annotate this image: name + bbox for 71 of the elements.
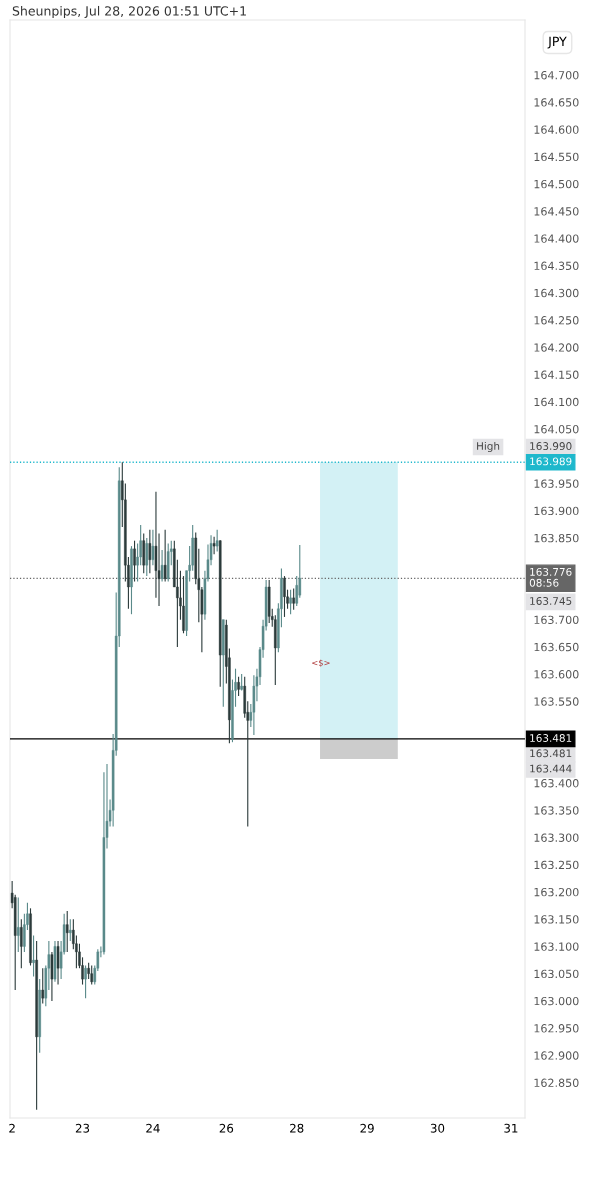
annotation: High xyxy=(477,441,500,453)
text: 163.444 xyxy=(530,764,572,773)
y-tick-label: 164.200 xyxy=(534,343,579,352)
x-tick-label: 28 xyxy=(290,1123,304,1133)
candlestick xyxy=(289,589,292,615)
y-tick-label: 164.400 xyxy=(534,234,579,243)
y-tick-label: 164.300 xyxy=(534,288,579,298)
candlestick xyxy=(182,575,185,634)
y-tick-label: 162.850 xyxy=(534,1078,579,1087)
x-tick-label: 29 xyxy=(360,1123,374,1133)
x-tick-label: 24 xyxy=(146,1123,160,1133)
text: 163.481 xyxy=(530,749,572,758)
ref-line-label: 163.481 xyxy=(530,734,572,742)
y-tick-label: 164.650 xyxy=(534,98,579,107)
y-tick-label: 163.350 xyxy=(534,806,579,815)
y-tick-label: 164.450 xyxy=(534,207,579,216)
y-tick-label: 164.100 xyxy=(534,397,579,407)
y-tick-label: 164.500 xyxy=(534,179,579,189)
x-tick-label: 23 xyxy=(75,1123,90,1133)
y-tick-label: 163.400 xyxy=(534,779,579,788)
text: 163.990 xyxy=(530,442,572,450)
y-tick-label: 162.900 xyxy=(534,1051,579,1060)
candlestick xyxy=(20,918,23,969)
y-tick-label: 162.950 xyxy=(534,1024,579,1033)
y-tick-label: 163.950 xyxy=(534,479,579,488)
y-tick-label: 163.150 xyxy=(534,915,579,924)
candlestick xyxy=(130,545,133,615)
y-tick-label: 164.250 xyxy=(534,316,579,325)
candlestick xyxy=(69,918,72,942)
candlestick xyxy=(84,964,87,999)
annotation: <$> xyxy=(312,659,330,667)
chart-title: Sheunpips, Jul 28, 2026 01:51 UTC+1 xyxy=(12,5,246,19)
y-tick-label: 163.850 xyxy=(534,533,579,543)
y-tick-label: 164.600 xyxy=(534,125,579,134)
y-tick-label: 163.300 xyxy=(534,833,579,842)
y-tick-label: 164.550 xyxy=(534,152,579,162)
ref-line-label: 163.776 08:56 xyxy=(529,567,572,587)
candlestick xyxy=(212,536,216,555)
candlestick xyxy=(32,934,35,977)
candlestick xyxy=(29,907,32,967)
candlestick xyxy=(41,967,45,1005)
y-tick-label: 164.150 xyxy=(534,370,579,379)
candlestick xyxy=(237,676,240,697)
x-tick-label: 30 xyxy=(430,1123,445,1133)
y-tick-label: 163.650 xyxy=(534,642,579,652)
y-tick-label: 163.600 xyxy=(534,670,579,679)
y-tick-label: 163.250 xyxy=(534,860,579,870)
candlestick xyxy=(160,549,164,583)
candlestick xyxy=(292,588,295,611)
ref-line-label: 163.989 xyxy=(530,457,572,466)
y-tick-label: 163.550 xyxy=(534,697,579,706)
candlestick xyxy=(283,575,286,618)
candlestick xyxy=(16,896,20,953)
y-tick-label: 164.700 xyxy=(534,70,579,80)
y-tick-label: 163.200 xyxy=(534,887,579,897)
y-tick-label: 163.000 xyxy=(534,996,579,1006)
y-tick-label: 164.050 xyxy=(534,425,579,434)
candlestick xyxy=(65,910,69,953)
x-tick-label: 2 xyxy=(9,1123,15,1133)
y-tick-label: 163.700 xyxy=(534,615,579,625)
candlestick xyxy=(148,529,152,574)
y-axis-title: JPY xyxy=(547,36,567,49)
candlestick xyxy=(145,537,149,577)
text: 163.745 xyxy=(530,597,572,605)
y-tick-label: 163.900 xyxy=(534,506,579,516)
candlestick xyxy=(133,540,136,583)
y-tick-label: 163.100 xyxy=(534,942,579,951)
x-tick-label: 31 xyxy=(504,1123,518,1133)
x-tick-label: 26 xyxy=(219,1123,234,1133)
y-tick-label: 163.050 xyxy=(534,969,579,979)
y-tick-label: 164.350 xyxy=(534,261,579,271)
